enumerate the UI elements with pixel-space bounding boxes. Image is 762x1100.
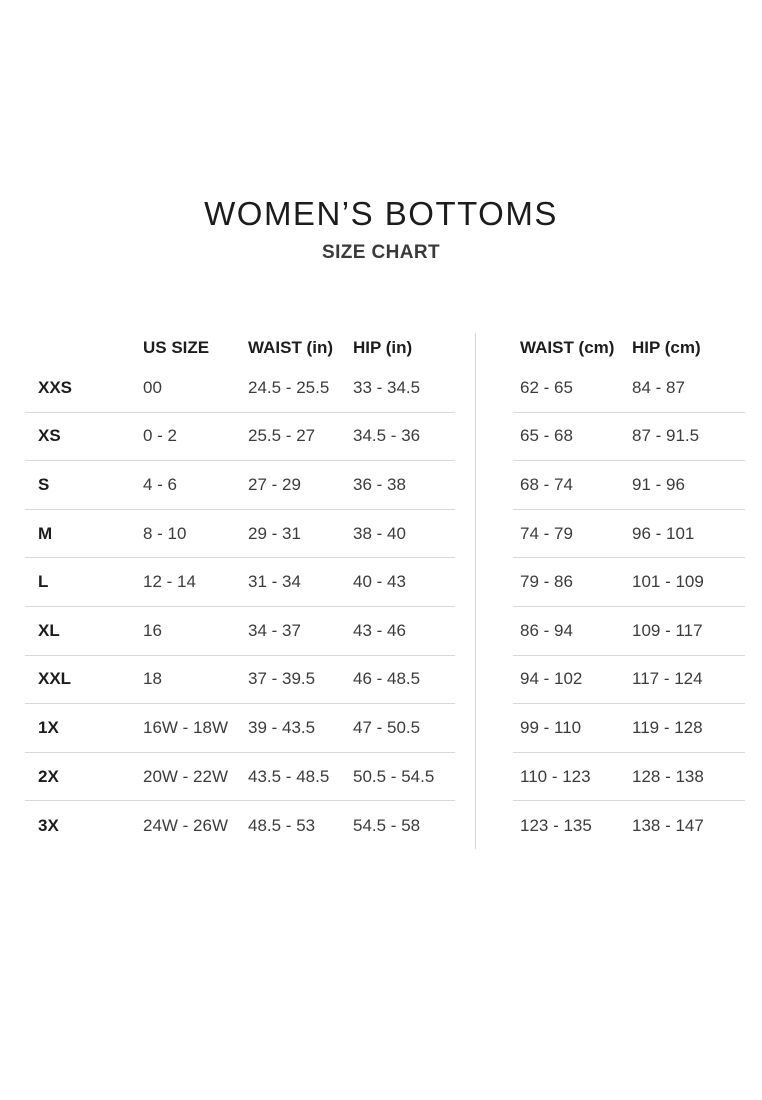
value-cell: 27 - 29 [248,474,301,494]
us-inches-table: US SIZE WAIST (in) HIP (in) XXS 00 24.5 - … [25,332,455,850]
value-cell: 33 - 34.5 [353,377,421,397]
page-subtitle: SIZE CHART [322,242,440,263]
table-row: S 4 - 6 27 - 29 36 - 38 [25,461,455,510]
page-title: WOMEN’S BOTTOMS [204,195,558,232]
table-row: 99 - 110 119 - 128 [513,704,745,753]
value-cell: 74 - 79 [520,523,573,543]
value-cell: 109 - 117 [632,620,703,640]
size-label-cell: 1X [38,717,59,737]
value-cell: 0 - 2 [143,426,178,446]
table-row: 86 - 94 109 - 117 [513,607,745,656]
table-row: XS 0 - 2 25.5 - 27 34.5 - 36 [25,413,455,462]
size-label-cell: 2X [38,766,59,786]
value-cell: 110 - 123 [520,766,591,786]
size-label-cell: XXS [38,377,73,397]
column-header-hip-cm: HIP (cm) [632,338,701,357]
value-cell: 87 - 91.5 [632,426,700,446]
value-cell: 119 - 128 [632,717,703,737]
column-header-waist-cm: WAIST (cm) [520,338,615,357]
size-label-cell: 3X [38,815,59,835]
value-cell: 94 - 102 [520,669,583,689]
value-cell: 39 - 43.5 [248,717,316,737]
value-cell: 24.5 - 25.5 [248,377,330,397]
value-cell: 34 - 37 [248,620,301,640]
table-row: XXL 18 37 - 39.5 46 - 48.5 [25,656,455,705]
size-chart-area: US SIZE WAIST (in) HIP (in) XXS 00 24.5 - … [0,332,762,852]
value-cell: 25.5 - 27 [248,426,316,446]
value-cell: 123 - 135 [520,815,592,835]
value-cell: 43 - 46 [353,620,406,640]
value-cell: 34.5 - 36 [353,426,421,446]
table-row: 2X 20W - 22W 43.5 - 48.5 50.5 - 54.5 [25,753,455,802]
value-cell: 43.5 - 48.5 [248,766,330,786]
value-cell: 99 - 110 [520,717,582,737]
size-label-cell: S [38,474,50,494]
value-cell: 29 - 31 [248,523,301,543]
table-row: XXS 00 24.5 - 25.5 33 - 34.5 [25,364,455,413]
value-cell: 46 - 48.5 [353,669,421,689]
table-row: 110 - 123 128 - 138 [513,753,745,802]
value-cell: 91 - 96 [632,474,685,494]
value-cell: 68 - 74 [520,474,573,494]
value-cell: 128 - 138 [632,766,704,786]
metric-cm-table: WAIST (cm) HIP (cm) 62 - 65 84 - 87 65 - 6… [513,332,745,850]
table-row: XL 16 34 - 37 43 - 46 [25,607,455,656]
value-cell: 12 - 14 [143,572,196,592]
value-cell: 40 - 43 [353,572,406,592]
table-row: 68 - 74 91 - 96 [513,461,745,510]
table-row: L 12 - 14 31 - 34 40 - 43 [25,558,455,607]
size-label-cell: XXL [38,669,72,689]
value-cell: 86 - 94 [520,620,573,640]
value-cell: 50.5 - 54.5 [353,766,435,786]
value-cell: 62 - 65 [520,377,573,397]
value-cell: 8 - 10 [143,523,187,543]
value-cell: 54.5 - 58 [353,815,421,835]
table-header-row: WAIST (cm) HIP (cm) [513,332,745,364]
value-cell: 96 - 101 [632,523,695,543]
value-cell: 18 [143,669,162,689]
value-cell: 65 - 68 [520,426,573,446]
table-row: 65 - 68 87 - 91.5 [513,413,745,462]
column-header-hip-in: HIP (in) [353,338,413,357]
table-row: 62 - 65 84 - 87 [513,364,745,413]
us-inches-table-body: XXS 00 24.5 - 25.5 33 - 34.5 XS 0 - 2 25.5 - 2… [25,364,455,850]
value-cell: 16W - 18W [143,717,229,737]
size-label-cell: XL [38,620,60,640]
size-label-cell: M [38,523,53,543]
table-row: 123 - 135 138 - 147 [513,801,745,850]
value-cell: 24W - 26W [143,815,229,835]
value-cell: 101 - 109 [632,572,704,592]
value-cell: 79 - 86 [520,572,573,592]
metric-cm-table-body: 62 - 65 84 - 87 65 - 68 87 - 91.5 68 - 74 91 … [513,364,745,850]
table-row: 94 - 102 117 - 124 [513,656,745,705]
column-header-us-size: US SIZE [143,338,210,357]
value-cell: 31 - 34 [248,572,301,592]
value-cell: 36 - 38 [353,474,406,494]
table-row: 79 - 86 101 - 109 [513,558,745,607]
table-row: M 8 - 10 29 - 31 38 - 40 [25,510,455,559]
table-vertical-divider [475,333,476,849]
table-row: 1X 16W - 18W 39 - 43.5 47 - 50.5 [25,704,455,753]
value-cell: 00 [143,377,162,397]
value-cell: 20W - 22W [143,766,229,786]
value-cell: 138 - 147 [632,815,704,835]
column-header-waist-in: WAIST (in) [248,338,333,357]
value-cell: 48.5 - 53 [248,815,316,835]
title-block: WOMEN’S BOTTOMS SIZE CHART [0,197,762,262]
table-row: 3X 24W - 26W 48.5 - 53 54.5 - 58 [25,801,455,850]
value-cell: 84 - 87 [632,377,685,397]
table-row: 74 - 79 96 - 101 [513,510,745,559]
value-cell: 47 - 50.5 [353,717,421,737]
table-header-row: US SIZE WAIST (in) HIP (in) [25,332,455,364]
value-cell: 16 [143,620,162,640]
value-cell: 37 - 39.5 [248,669,316,689]
value-cell: 38 - 40 [353,523,406,543]
value-cell: 4 - 6 [143,474,178,494]
value-cell: 117 - 124 [632,669,703,689]
size-label-cell: XS [38,426,61,446]
size-label-cell: L [38,572,49,592]
